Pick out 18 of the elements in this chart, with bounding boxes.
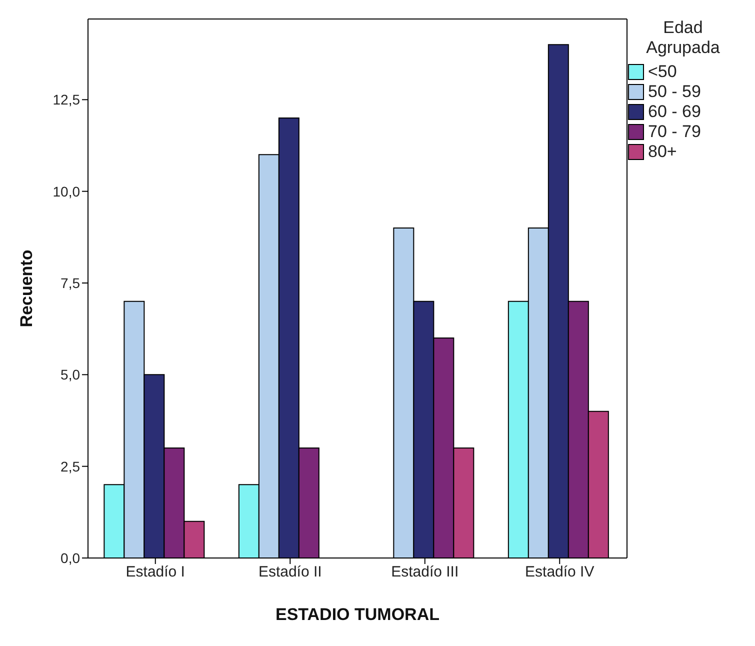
y-tick-label: 2,5: [60, 458, 80, 474]
y-tick-label: 0,0: [60, 550, 80, 566]
x-tick-label: Estadío II: [258, 564, 322, 581]
legend-label: 80+: [648, 142, 677, 162]
y-tick-label: 10,0: [52, 183, 80, 200]
y-tick-label: 5,0: [60, 366, 80, 383]
y-axis-title: Recuento: [17, 250, 36, 328]
legend-label: 60 - 69: [648, 102, 701, 122]
x-tick-label: Estadío I: [126, 564, 185, 581]
x-tick-label: Estadío III: [391, 564, 459, 581]
legend-label: 50 - 59: [648, 82, 701, 102]
y-tick-label: 12,5: [52, 92, 80, 108]
legend-title: Edad Agrupada: [645, 18, 721, 58]
y-tick-label: 7,5: [60, 274, 80, 291]
legend-label: <50: [648, 62, 677, 82]
legend-label: 70 - 79: [648, 122, 701, 142]
x-tick-label: Estadío IV: [525, 564, 594, 581]
x-axis-title: ESTADIO TUMORAL: [275, 605, 440, 624]
